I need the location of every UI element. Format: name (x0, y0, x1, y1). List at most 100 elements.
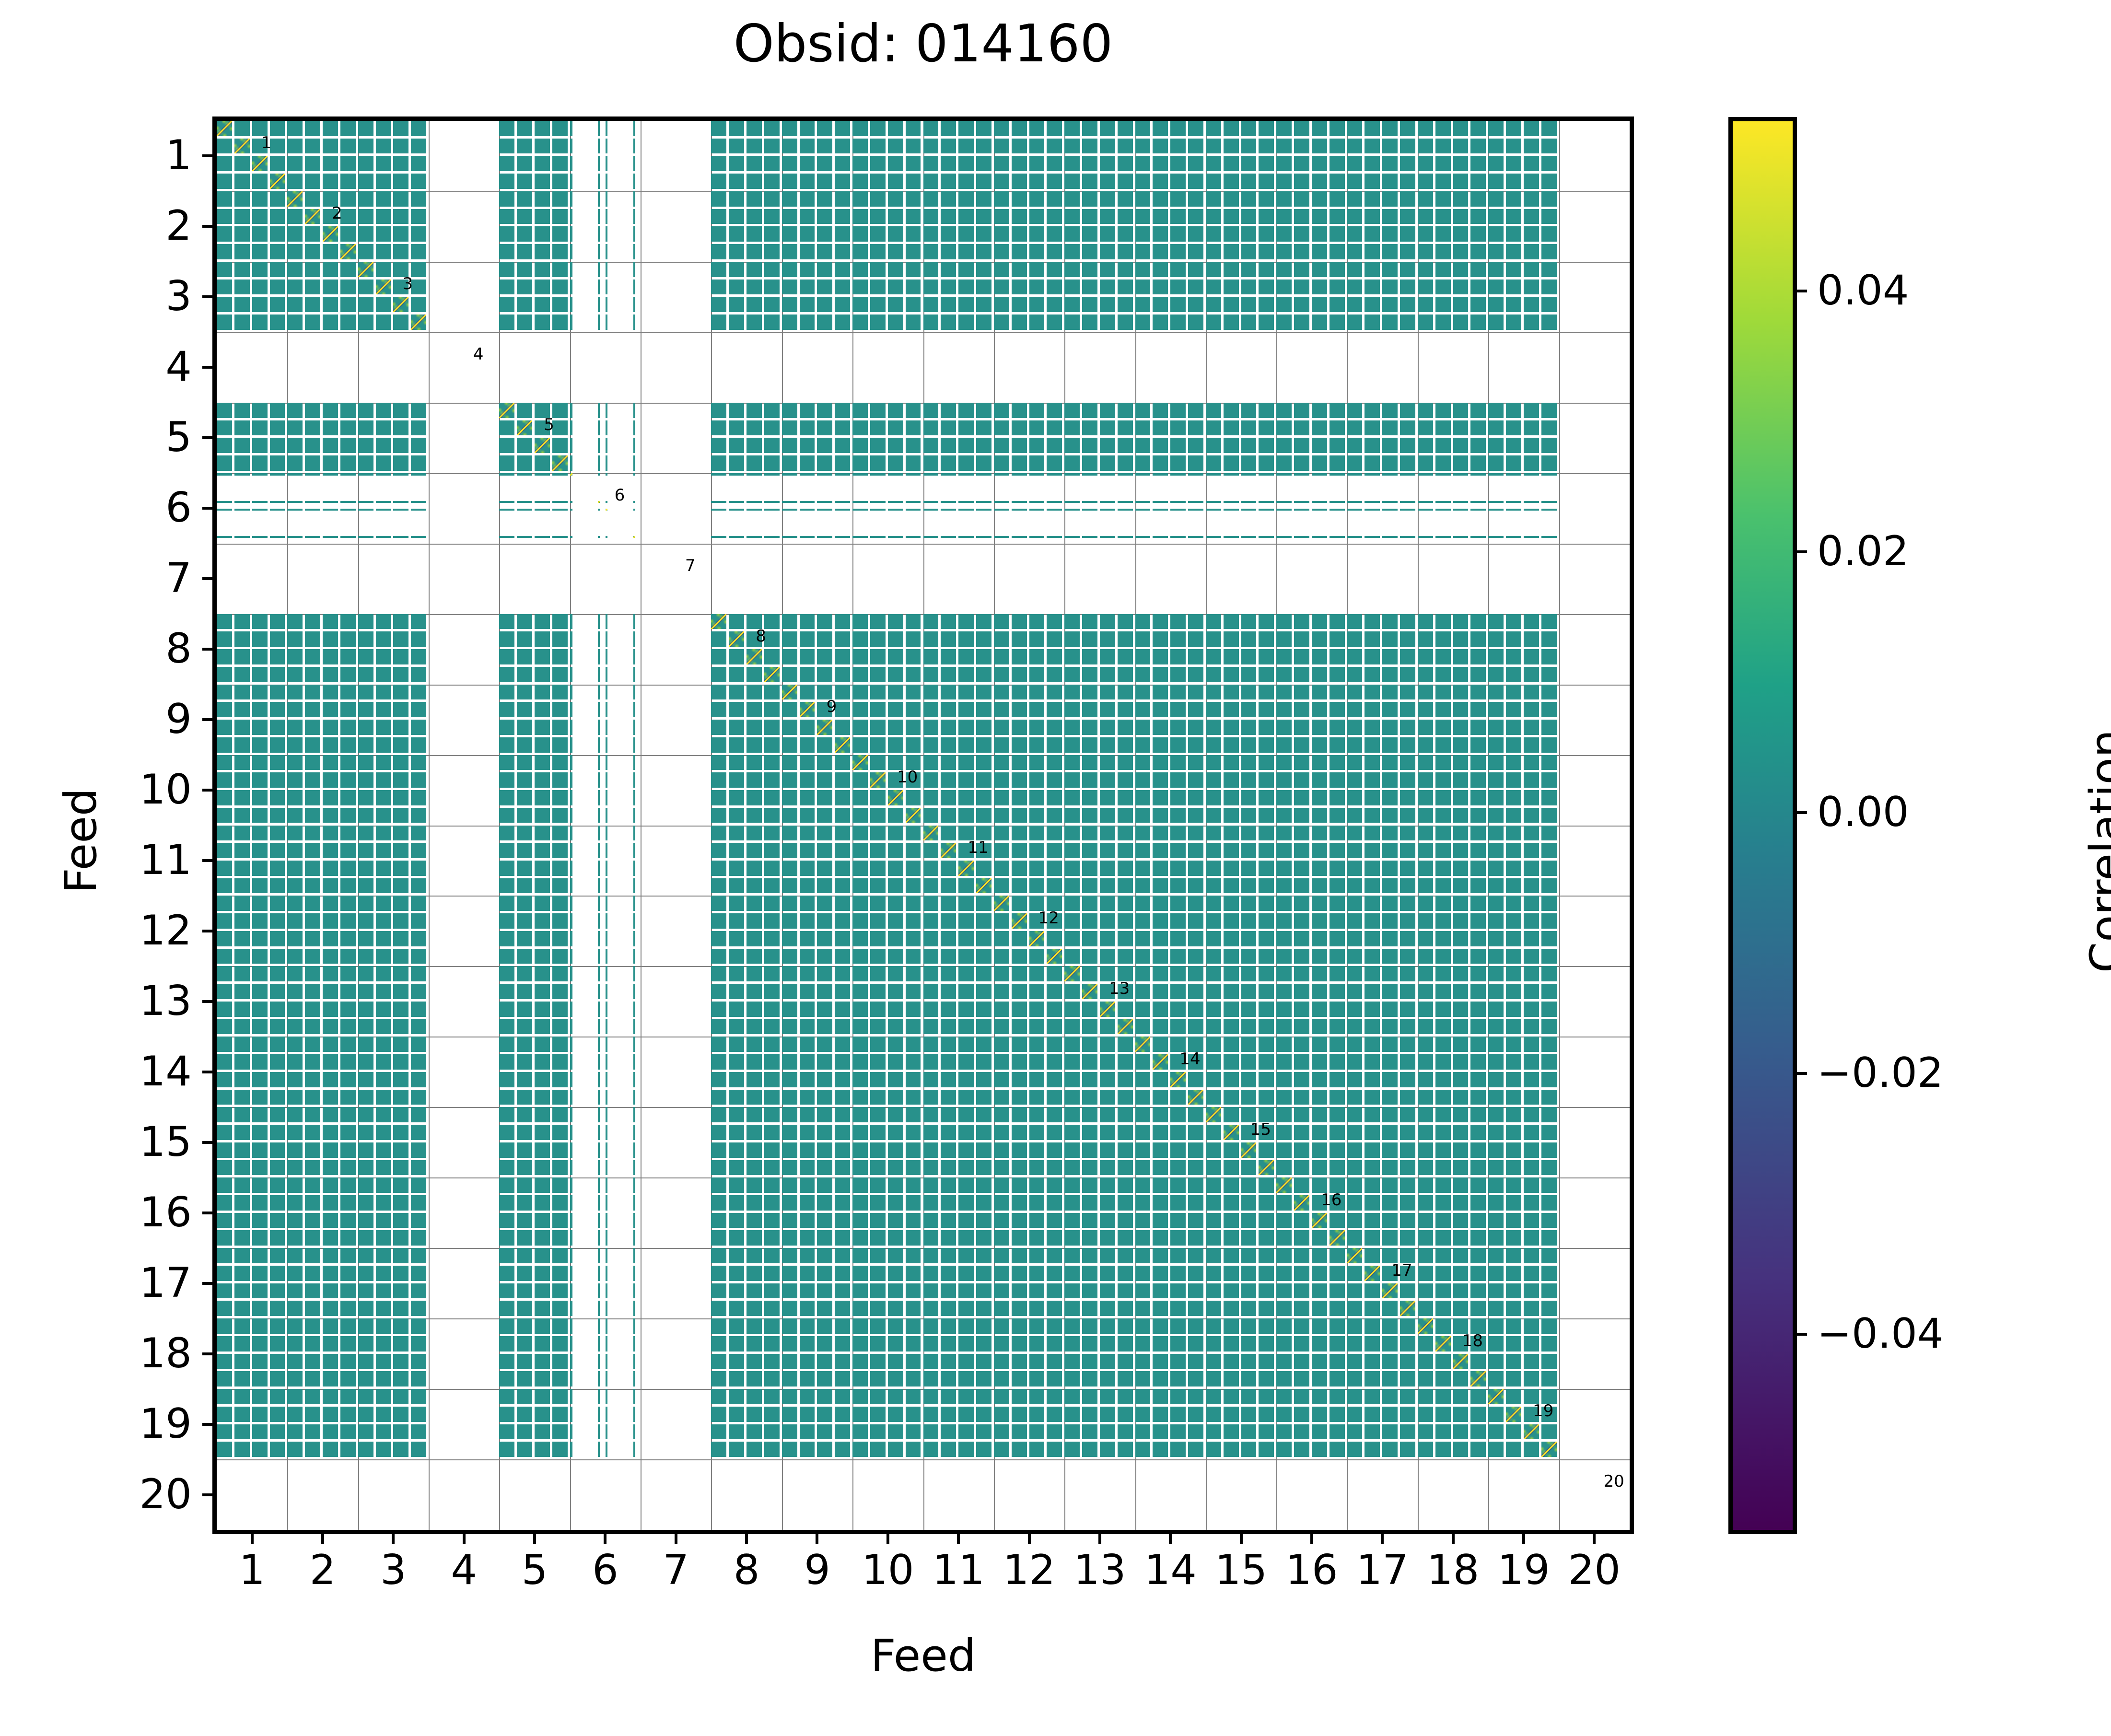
heatmap-cell (817, 156, 833, 172)
heatmap-cell (217, 138, 232, 154)
heatmap-cell (340, 121, 356, 136)
x-tick-mark (745, 1534, 748, 1544)
heatmap-cell (729, 121, 745, 136)
y-tick-mark (202, 929, 212, 932)
heatmap-cell (852, 138, 868, 154)
heatmap-cell (411, 121, 427, 136)
y-tick-mark (202, 1422, 212, 1426)
y-tick-label: 3 (165, 272, 192, 321)
x-tick-mark (886, 1534, 889, 1544)
heatmap-cell (711, 156, 727, 172)
diagonal-block-label: 7 (685, 556, 696, 576)
y-tick-mark (202, 366, 212, 369)
heatmap-cell (1117, 138, 1133, 154)
y-tick-label: 17 (139, 1258, 192, 1307)
heatmap-cell (217, 156, 232, 172)
heatmap-cell-diagonal (252, 156, 268, 172)
heatmap-cell (323, 138, 338, 154)
heatmap-cell (941, 156, 956, 172)
colorbar-tick-label: 0.02 (1817, 527, 1909, 575)
x-tick-label: 4 (451, 1546, 478, 1594)
heatmap-cell (1047, 121, 1062, 136)
y-tick-label: 8 (165, 625, 192, 673)
diagonal-block-label: 19 (1533, 1401, 1554, 1421)
x-tick-mark (1239, 1534, 1243, 1544)
heatmap-cell (517, 121, 533, 136)
colorbar-title: Correlation (2080, 729, 2111, 973)
heatmap-cell (517, 174, 533, 189)
heatmap-cell (1135, 174, 1151, 189)
heatmap-cell (633, 138, 635, 154)
y-tick-label: 12 (139, 906, 192, 955)
heatmap-cell (287, 121, 303, 136)
heatmap-cell (234, 156, 250, 172)
heatmap-cell (535, 156, 550, 172)
x-tick-label: 16 (1285, 1546, 1338, 1594)
heatmap-cell (852, 156, 868, 172)
heatmap-cell (269, 138, 285, 154)
y-tick-label: 10 (139, 766, 192, 814)
x-tick-mark (1098, 1534, 1101, 1544)
heatmap-cell (799, 121, 815, 136)
y-tick-label: 2 (165, 202, 192, 250)
diagonal-block-label: 9 (826, 697, 837, 716)
heatmap-cells-layer (217, 121, 1630, 1530)
y-tick-label: 18 (139, 1329, 192, 1377)
x-tick-mark (462, 1534, 466, 1544)
colorbar-gradient[interactable] (1728, 117, 1797, 1534)
heatmap-cell (746, 121, 762, 136)
heatmap-cell (552, 121, 568, 136)
heatmap-cell (234, 121, 250, 136)
y-tick-mark (202, 789, 212, 792)
heatmap-cell (1241, 138, 1257, 154)
heatmap-cell (252, 121, 268, 136)
x-tick-label: 9 (804, 1546, 830, 1594)
heatmap-cell (499, 138, 515, 154)
heatmap-cell (764, 174, 780, 189)
heatmap-cell (1011, 174, 1027, 189)
x-tick-label: 5 (521, 1546, 548, 1594)
diagonal-block-label: 2 (332, 204, 342, 223)
heatmap-cell-diagonal (234, 138, 250, 154)
heatmap-cell (1064, 121, 1080, 136)
diagonal-block-label: 5 (544, 415, 554, 435)
heatmap-cell (835, 174, 851, 189)
heatmap-cell (905, 121, 921, 136)
heatmap-cell (375, 138, 391, 154)
heatmap-cell (870, 156, 886, 172)
heatmap-cell (1047, 156, 1062, 172)
heatmap-cell (1170, 174, 1186, 189)
colorbar-tick-mark (1797, 1072, 1807, 1075)
heatmap-cell (499, 156, 515, 172)
heatmap-cell (358, 174, 373, 189)
heatmap-cell (597, 121, 600, 136)
diagonal-block-label: 12 (1038, 908, 1059, 928)
y-tick-label: 16 (139, 1188, 192, 1236)
grid-line-horizontal (217, 1459, 1630, 1461)
y-tick-mark (202, 1352, 212, 1355)
heatmap-cell (1029, 138, 1045, 154)
heatmap-axes[interactable]: 1 2 3 4 5 6 7 8 9 10 11 12 13 14 15 16 17 18 19 20 (212, 117, 1634, 1534)
heatmap-cell (340, 156, 356, 172)
heatmap-cell (633, 174, 635, 189)
heatmap-cell (1011, 138, 1027, 154)
heatmap-cell (1117, 121, 1133, 136)
heatmap-cell (323, 156, 338, 172)
heatmap-cell (1135, 156, 1151, 172)
heatmap-cell (1099, 138, 1115, 154)
heatmap-cell (1188, 156, 1203, 172)
heatmap-cell (287, 138, 303, 154)
heatmap-cell (1064, 156, 1080, 172)
diagonal-block-label: 20 (1603, 1472, 1624, 1491)
heatmap-cell (923, 138, 939, 154)
diagonal-block-label: 15 (1250, 1119, 1271, 1139)
heatmap-cell (1170, 156, 1186, 172)
heatmap-cell (1259, 121, 1274, 136)
heatmap-cell (305, 138, 321, 154)
y-tick-label: 9 (165, 695, 192, 744)
heatmap-cell (711, 138, 727, 154)
y-axis-title: Feed (55, 788, 106, 894)
heatmap-cell (252, 138, 268, 154)
heatmap-cell (781, 121, 797, 136)
heatmap-cell (1064, 138, 1080, 154)
